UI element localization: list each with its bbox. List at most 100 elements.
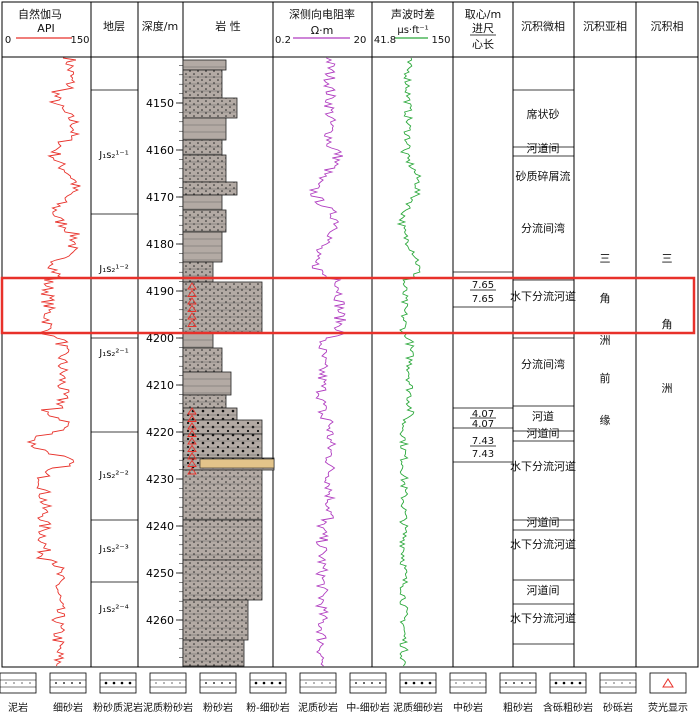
fluorescence-triangle xyxy=(187,304,197,312)
legend-dot xyxy=(163,682,165,684)
strata-column xyxy=(91,89,138,583)
lithology-block xyxy=(182,209,227,233)
legend-dot xyxy=(521,682,523,684)
resistivity-unit: Ω·m xyxy=(311,24,334,37)
tan-band xyxy=(199,458,275,469)
gamma-min: 0 xyxy=(5,35,11,46)
legend-dot xyxy=(379,682,381,684)
legend-dot xyxy=(321,682,323,684)
strata-label: J₁s₂¹⁻² xyxy=(98,264,128,275)
depth-label: 4250 xyxy=(146,567,174,580)
core-run: 4.07 xyxy=(472,409,494,420)
depth-label: 4260 xyxy=(146,614,174,627)
fluorescence-triangle xyxy=(187,282,197,290)
depth-label: 4210 xyxy=(146,379,174,392)
legend-dot xyxy=(355,682,357,684)
fluorescence-triangle xyxy=(187,467,197,475)
legend-item: 泥岩 xyxy=(0,672,37,714)
legend-item: 中砂岩 xyxy=(449,672,487,714)
core-values: 7.65 7.65 4.07 4.07 7.43 7.43 xyxy=(472,280,494,460)
micro-facies-title: 沉积微相 xyxy=(521,19,565,33)
legend-dot xyxy=(5,682,7,684)
legend-swatch xyxy=(199,672,237,694)
depth-label: 4200 xyxy=(146,332,174,345)
core-recovery: 7.65 xyxy=(472,294,494,305)
micro-facies-label: 砂质碎屑流 xyxy=(516,169,571,183)
sonic-min: 41.8 xyxy=(374,35,396,46)
sonic-max: 150 xyxy=(431,35,450,46)
legend-swatch xyxy=(649,672,687,694)
micro-facies-column xyxy=(513,89,574,645)
facies-labels: 三角洲 xyxy=(662,252,673,395)
strata-title: 地层 xyxy=(103,20,125,33)
legend-swatch xyxy=(149,672,187,694)
legend-label: 泥岩 xyxy=(8,701,28,714)
headers: 自然伽马 API 0 150 地层 深度/m 岩 性 深侧向电阻率 Ω·m 0.… xyxy=(5,7,684,51)
lithology-block xyxy=(182,433,263,459)
micro-facies-label: 河道间 xyxy=(527,515,560,529)
legend-swatch xyxy=(499,672,537,694)
depth-title: 深度/m xyxy=(142,19,178,33)
legend-dot xyxy=(262,681,266,685)
legend-dot xyxy=(605,682,607,684)
legend-label: 荧光显示 xyxy=(648,701,688,714)
legend-dot xyxy=(305,682,307,684)
lithology-block xyxy=(182,394,227,409)
micro-facies-label: 河道间 xyxy=(527,583,560,597)
micro-facies-labels: 席状砂河道间砂质碎屑流分流间湾水下分流河道分流间湾河道河道间水下分流河道河道间水… xyxy=(510,107,576,625)
legend-swatch xyxy=(49,672,87,694)
resistivity-min: 0.2 xyxy=(275,35,291,46)
micro-facies-label: 分流间湾 xyxy=(521,357,565,371)
legend-dot xyxy=(205,682,207,684)
fluorescence-triangle xyxy=(187,459,197,467)
sub-facies-char: 角 xyxy=(600,292,611,305)
legend-dot xyxy=(371,682,373,684)
legend-dot xyxy=(171,682,173,684)
depth-label: 4170 xyxy=(146,191,174,204)
legend-item: 粉砂质泥岩 xyxy=(93,672,143,714)
legend-label: 中-细砂岩 xyxy=(346,701,390,714)
gamma-curve xyxy=(26,57,81,667)
lithology-block xyxy=(182,332,214,349)
facies-title: 沉积相 xyxy=(651,20,684,33)
legend-item: 泥质砂岩 xyxy=(298,672,338,714)
legend-dot xyxy=(562,681,566,685)
fluorescence-icon xyxy=(662,678,674,688)
legend-label: 粉砂岩 xyxy=(203,701,233,714)
strata-label: J₁s₂²⁻² xyxy=(98,470,128,481)
legend-dot xyxy=(55,682,57,684)
sonic-curve xyxy=(396,57,422,667)
fluorescence-triangle xyxy=(187,289,197,297)
gamma-title: 自然伽马 xyxy=(18,7,62,21)
lithology-block xyxy=(182,117,227,141)
depth-label: 4240 xyxy=(146,520,174,533)
micro-facies-label: 河道 xyxy=(532,409,554,423)
legend-label: 粉-细砂岩 xyxy=(246,701,290,714)
fluorescence-triangle xyxy=(187,429,197,437)
legend-label: 泥质细砂岩 xyxy=(393,701,443,714)
lithology-column xyxy=(182,59,275,667)
legend-dot xyxy=(13,682,15,684)
legend-item: 粉-细砂岩 xyxy=(246,672,290,714)
lithology-block xyxy=(182,347,223,373)
legend-dot xyxy=(570,681,574,685)
legend-dot xyxy=(155,682,157,684)
micro-facies-label: 水下分流河道 xyxy=(510,537,576,551)
micro-facies-label: 水下分流河道 xyxy=(510,289,576,303)
micro-facies-label: 水下分流河道 xyxy=(510,611,576,625)
legend-label: 细砂岩 xyxy=(53,701,83,714)
legend-dot xyxy=(254,681,258,685)
sub-facies-char: 缘 xyxy=(600,414,611,427)
legend-dot xyxy=(270,681,274,685)
lithology-block xyxy=(182,469,263,521)
gamma-max: 150 xyxy=(70,35,89,46)
legend-dot xyxy=(120,681,124,685)
legend-dot xyxy=(420,681,424,685)
depth-label: 4160 xyxy=(146,144,174,157)
highlight-box xyxy=(0,276,696,335)
legend-dot xyxy=(613,682,615,684)
lithology-block xyxy=(182,154,227,183)
fluorescence-triangle xyxy=(187,414,197,422)
lithology-block xyxy=(182,194,223,211)
